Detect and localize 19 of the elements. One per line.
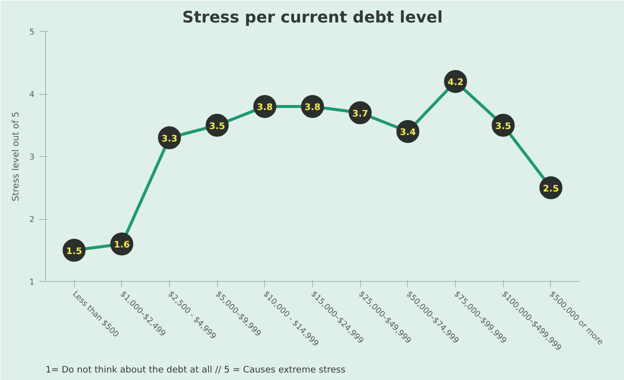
data-label: 1.6 [114, 240, 130, 250]
y-tick-label: 4 [29, 90, 35, 99]
y-tick-label: 1 [29, 278, 35, 286]
data-label: 3.8 [256, 103, 273, 113]
data-label: 3.8 [304, 103, 320, 113]
y-tick-label: 5 [29, 28, 35, 36]
data-label: 3.7 [352, 109, 368, 120]
data-label: 3.4 [400, 128, 416, 138]
data-label: 3.3 [161, 134, 178, 144]
y-axis-title: Stress level out of 5 [11, 112, 22, 202]
data-label: 1.5 [66, 246, 82, 257]
text: 1= Do not think about the debt at all // 5 = Causes extreme stress [46, 366, 346, 376]
y-tick-label: 3 [29, 152, 35, 162]
chart-title: Stress per current debt level [182, 8, 443, 26]
y-tick-label: 2 [29, 215, 35, 224]
data-label: 2.5 [542, 184, 559, 194]
data-label: 3.5 [209, 122, 226, 132]
data-label: 3.5 [495, 122, 512, 132]
data-label: 4.2 [448, 78, 464, 88]
